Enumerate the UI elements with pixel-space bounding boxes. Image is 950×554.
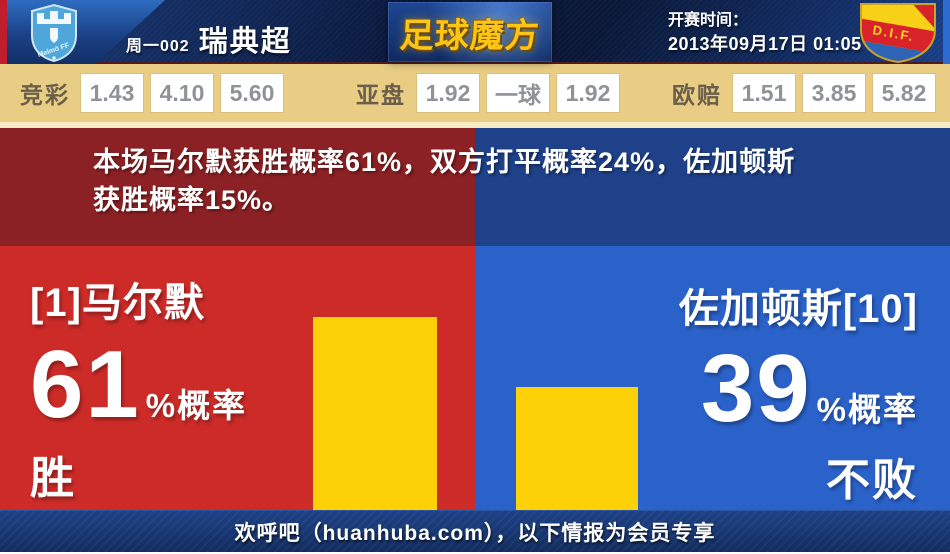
odds-value: 3.85 — [803, 74, 865, 112]
home-percent-suffix: %概率 — [145, 387, 248, 424]
home-team-crest-icon: Malmö FF — [29, 3, 79, 68]
odds-row: 竞彩 1.43 4.10 5.60 亚盘 1.92 一球 1.92 欧赔 1.5… — [0, 64, 950, 122]
kickoff-label: 开赛时间： — [668, 12, 749, 29]
away-team-block: 佐加顿斯[10] 39 %概率 不败 — [679, 276, 918, 508]
odds-group-yapan: 亚盘 1.92 一球 1.92 — [356, 64, 619, 122]
odds-group-oupei: 欧赔 1.51 3.85 5.82 — [672, 64, 935, 122]
prediction-summary-band: 本场马尔默获胜概率61%，双方打平概率24%，佐加顿斯 获胜概率15%。 — [0, 128, 950, 246]
odds-value: 1.92 — [557, 74, 619, 112]
divider-line — [0, 122, 950, 128]
odds-label: 亚盘 — [356, 82, 406, 108]
away-team-crest-icon: D.I.F. — [858, 1, 938, 69]
odds-value: 1.51 — [733, 74, 795, 112]
home-team-name: [1]马尔默 — [30, 281, 205, 325]
odds-value: 4.10 — [151, 74, 213, 112]
summary-line-2: 获胜概率15%。 — [93, 185, 291, 215]
away-outcome: 不败 — [826, 456, 918, 506]
away-percent-value: 39 — [700, 335, 812, 442]
home-color-stripe — [0, 0, 7, 64]
odds-value: 5.82 — [873, 74, 935, 112]
away-crest-text: D.I.F. — [871, 22, 915, 44]
odds-group-jingcai: 竞彩 1.43 4.10 5.60 — [20, 64, 283, 122]
home-outcome: 胜 — [30, 454, 76, 504]
away-percent-suffix: %概率 — [816, 391, 918, 428]
probability-panel: [1]马尔默 61 %概率 胜 佐加顿斯[10] 39 %概率 不败 — [0, 246, 950, 510]
footer-site-text[interactable]: 欢呼吧（huanhuba.com），以下情报为会员专享 — [234, 521, 716, 545]
footer: 欢呼吧（huanhuba.com），以下情报为会员专享 — [0, 510, 950, 552]
odds-value: 5.60 — [221, 74, 283, 112]
odds-value: 1.43 — [81, 74, 143, 112]
away-team-name: 佐加顿斯[10] — [678, 287, 918, 331]
odds-handicap: 一球 — [487, 74, 549, 112]
home-percent-row: 61 %概率 — [30, 331, 248, 438]
match-number: 周一002 — [126, 38, 190, 55]
site-logo-text: 足球魔方 — [398, 16, 541, 55]
site-logo[interactable]: 足球魔方 — [388, 2, 552, 62]
away-probability-bar — [516, 387, 638, 510]
home-probability-bar — [313, 317, 437, 510]
home-percent-value: 61 — [30, 331, 141, 438]
odds-label: 欧赔 — [672, 82, 722, 108]
away-percent-row: 39 %概率 — [700, 335, 918, 442]
match-info: 周一002 瑞典超 — [126, 18, 292, 60]
league-name: 瑞典超 — [198, 26, 292, 58]
odds-label: 竞彩 — [20, 82, 70, 108]
odds-value: 1.92 — [417, 74, 479, 112]
kickoff-info: 开赛时间： 2013年09月17日 01:05 — [668, 10, 862, 56]
away-color-stripe — [943, 0, 950, 64]
kickoff-time: 2013年09月17日 01:05 — [668, 34, 862, 54]
summary-line-1: 本场马尔默获胜概率61%，双方打平概率24%，佐加顿斯 — [93, 147, 796, 177]
home-team-block: [1]马尔默 61 %概率 胜 — [30, 270, 247, 506]
header: Malmö FF 周一002 瑞典超 足球魔方 开赛时间： 2013年09月17… — [0, 0, 950, 64]
prediction-summary-text: 本场马尔默获胜概率61%，双方打平概率24%，佐加顿斯 获胜概率15%。 — [93, 143, 795, 219]
